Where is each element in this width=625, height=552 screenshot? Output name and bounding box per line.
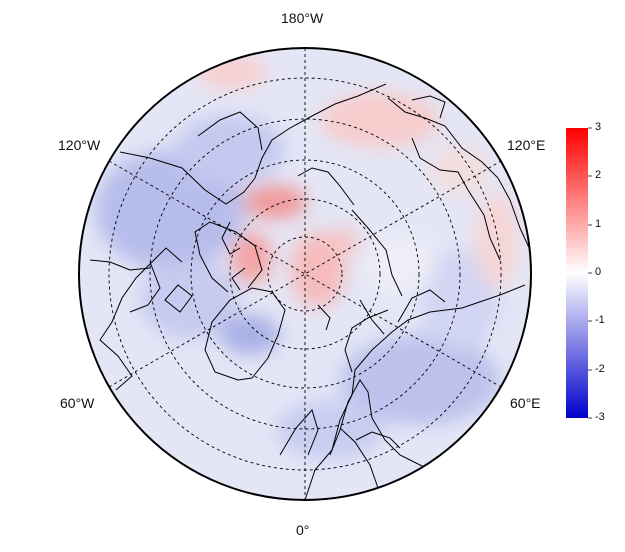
lon-label-120e: 120°E — [507, 137, 546, 153]
colorbar-label-neg3: -3 — [595, 411, 605, 423]
colorbar-gradient — [566, 128, 588, 418]
lon-label-60e: 60°E — [510, 395, 541, 411]
colorbar-label-3: 3 — [595, 121, 602, 133]
map-boundary — [78, 47, 532, 501]
colorbar-label-neg2: -2 — [595, 363, 605, 375]
colorbar-label-neg1: -1 — [595, 314, 605, 326]
anomaly-field — [79, 48, 531, 500]
graticule — [108, 48, 502, 500]
lon-label-60w: 60°W — [60, 395, 95, 411]
lon-label-120w: 120°W — [58, 137, 101, 153]
lon-label-180w: 180°W — [281, 10, 324, 26]
colorbar-label-0: 0 — [595, 266, 602, 278]
colorbar-label-1: 1 — [595, 218, 602, 230]
colorbar — [566, 127, 592, 419]
colorbar-ticks — [588, 127, 592, 419]
colorbar-label-2: 2 — [595, 169, 602, 181]
coastlines — [89, 83, 531, 500]
lon-label-0: 0° — [296, 522, 310, 538]
